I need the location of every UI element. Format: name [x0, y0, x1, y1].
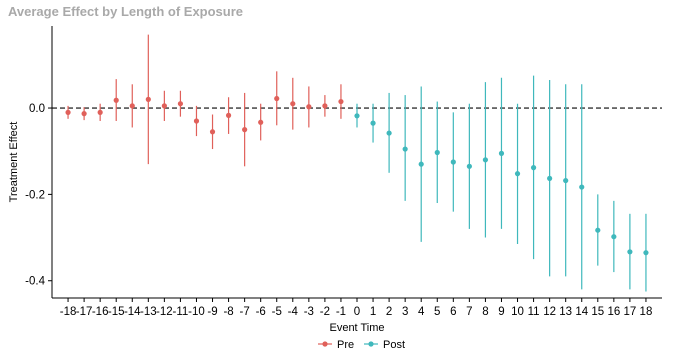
series-pre: [65, 34, 344, 167]
data-point: [370, 120, 376, 126]
data-point: [290, 101, 296, 107]
legend: Pre Post: [318, 339, 405, 351]
x-ticks: -18 -17 -16 -15 -14 -13 -12 -11 -10 -9 -8 -7 -6 -5 -4-…: [60, 298, 653, 318]
x-tick-label: 8: [482, 306, 488, 318]
data-point: [242, 127, 248, 133]
data-point: [129, 103, 135, 109]
data-point: [161, 103, 167, 109]
x-tick-label: -2: [320, 306, 330, 318]
data-point: [145, 96, 151, 102]
data-point: [193, 118, 200, 124]
data-point: [354, 113, 360, 119]
x-tick-label: 12: [543, 306, 556, 318]
data-point: [611, 234, 617, 240]
legend-key-point: [322, 341, 328, 347]
data-point: [466, 163, 472, 169]
x-tick-label: -12: [156, 306, 173, 318]
data-point: [65, 109, 71, 115]
x-tick-label: 13: [559, 306, 572, 318]
data-point: [209, 129, 216, 135]
data-point: [595, 227, 601, 233]
data-point: [81, 111, 87, 117]
x-tick-label: -18: [60, 306, 77, 318]
data-point: [434, 149, 440, 156]
x-tick-label: 1: [370, 306, 376, 318]
x-tick-label: 7: [466, 306, 472, 318]
data-point: [482, 157, 489, 163]
x-tick-label: -17: [76, 306, 93, 318]
x-tick-label: 9: [498, 306, 504, 318]
series-post: [354, 75, 649, 292]
x-tick-label: -3: [304, 306, 314, 318]
data-point: [306, 104, 312, 110]
data-point: [402, 146, 408, 152]
data-point: [322, 103, 328, 109]
data-point: [177, 101, 184, 107]
x-tick-label: 14: [575, 306, 588, 318]
x-tick-label: -7: [240, 306, 250, 318]
data-point: [274, 95, 280, 102]
data-point: [563, 177, 569, 184]
data-point: [643, 250, 649, 256]
x-tick-label: 2: [386, 306, 392, 318]
y-ticks: 0.0 -0.2 -0.4: [25, 103, 52, 288]
data-point: [258, 119, 264, 125]
legend-label: Pre: [337, 339, 354, 351]
x-axis-label: Event Time: [329, 322, 384, 334]
legend-item-pre: Pre: [318, 339, 354, 351]
x-tick-label: -8: [223, 306, 233, 318]
x-tick-label: -16: [92, 306, 109, 318]
x-tick-label: -14: [124, 306, 141, 318]
x-tick-label: -4: [288, 306, 299, 318]
x-tick-label: -6: [256, 306, 266, 318]
x-tick-label: 11: [528, 306, 540, 318]
y-tick-label: -0.2: [25, 189, 45, 201]
y-tick-label: -0.4: [25, 276, 45, 288]
x-tick-label: 6: [450, 306, 456, 318]
legend-key-point: [368, 341, 374, 347]
x-tick-label: 18: [640, 306, 653, 318]
legend-item-post: Post: [364, 339, 405, 351]
data-point: [386, 130, 392, 136]
x-tick-label: 16: [607, 306, 620, 318]
x-tick-label: 10: [511, 306, 524, 318]
y-tick-label: 0.0: [29, 103, 45, 115]
data-point: [627, 249, 633, 255]
data-point: [418, 161, 424, 167]
y-axis-label: Treatment Effect: [8, 122, 20, 203]
x-tick-label: 17: [623, 306, 636, 318]
data-point: [547, 175, 553, 182]
data-point: [530, 165, 537, 171]
x-tick-label: -1: [336, 306, 346, 318]
x-tick-label: -13: [140, 306, 157, 318]
x-tick-label: -9: [207, 306, 217, 318]
data-point: [338, 98, 344, 105]
data-point: [225, 112, 232, 118]
x-tick-label: -5: [272, 306, 282, 318]
plot-area: [52, 34, 662, 292]
x-tick-label: -11: [173, 306, 189, 318]
data-point: [498, 150, 505, 156]
x-tick-label: 3: [402, 306, 408, 318]
x-tick-label: 4: [418, 306, 425, 318]
x-tick-label: 15: [591, 306, 604, 318]
x-tick-label: 0: [354, 306, 360, 318]
x-tick-label: 5: [434, 306, 440, 318]
data-point: [579, 184, 585, 190]
legend-label: Post: [383, 339, 405, 351]
x-tick-label: -15: [108, 306, 125, 318]
data-point: [450, 159, 456, 165]
x-tick-label: -10: [188, 306, 205, 318]
data-point: [514, 171, 521, 177]
data-point: [97, 109, 103, 115]
data-point: [113, 97, 119, 103]
chart-title: Average Effect by Length of Exposure: [8, 4, 244, 19]
